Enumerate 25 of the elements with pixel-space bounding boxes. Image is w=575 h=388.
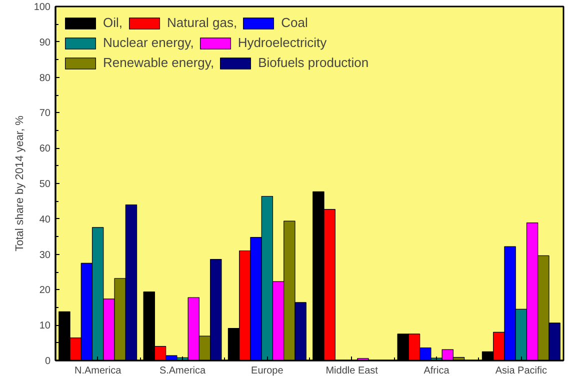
y-tick-label: 0 (44, 356, 51, 367)
x-tick-label: S.America (159, 366, 206, 376)
y-tick-label: 30 (39, 250, 51, 261)
y-tick-label: 10 (39, 320, 51, 332)
legend-label: Coal (281, 15, 308, 30)
y-tick-label: 70 (39, 108, 51, 120)
y-tick-label: 20 (39, 285, 51, 296)
x-tick-label: N.America (74, 366, 122, 376)
y-tick-label: 90 (39, 37, 51, 48)
x-tick-label: Asia Pacific (495, 366, 548, 376)
x-tick-label: Africa (424, 366, 450, 376)
x-tick-label: Europe (251, 366, 284, 376)
legend-label: Oil, (103, 15, 123, 30)
legend-label: Hydroelectricity (238, 35, 327, 50)
y-tick-label: 50 (39, 179, 51, 190)
y-tick-label: 40 (39, 214, 51, 226)
x-tick-label: Middle East (326, 366, 378, 376)
legend-label: Renewable energy, (103, 55, 214, 70)
legend-label: Nuclear energy, (103, 35, 194, 50)
y-tick-label: 100 (34, 2, 51, 13)
legend-label: Biofuels production (258, 55, 369, 70)
legend-label: Natural gas, (167, 15, 238, 30)
y-axis-title: Total share by 2014 year, % (14, 115, 26, 252)
y-tick-label: 80 (39, 72, 51, 84)
y-tick-label: 60 (39, 144, 51, 155)
